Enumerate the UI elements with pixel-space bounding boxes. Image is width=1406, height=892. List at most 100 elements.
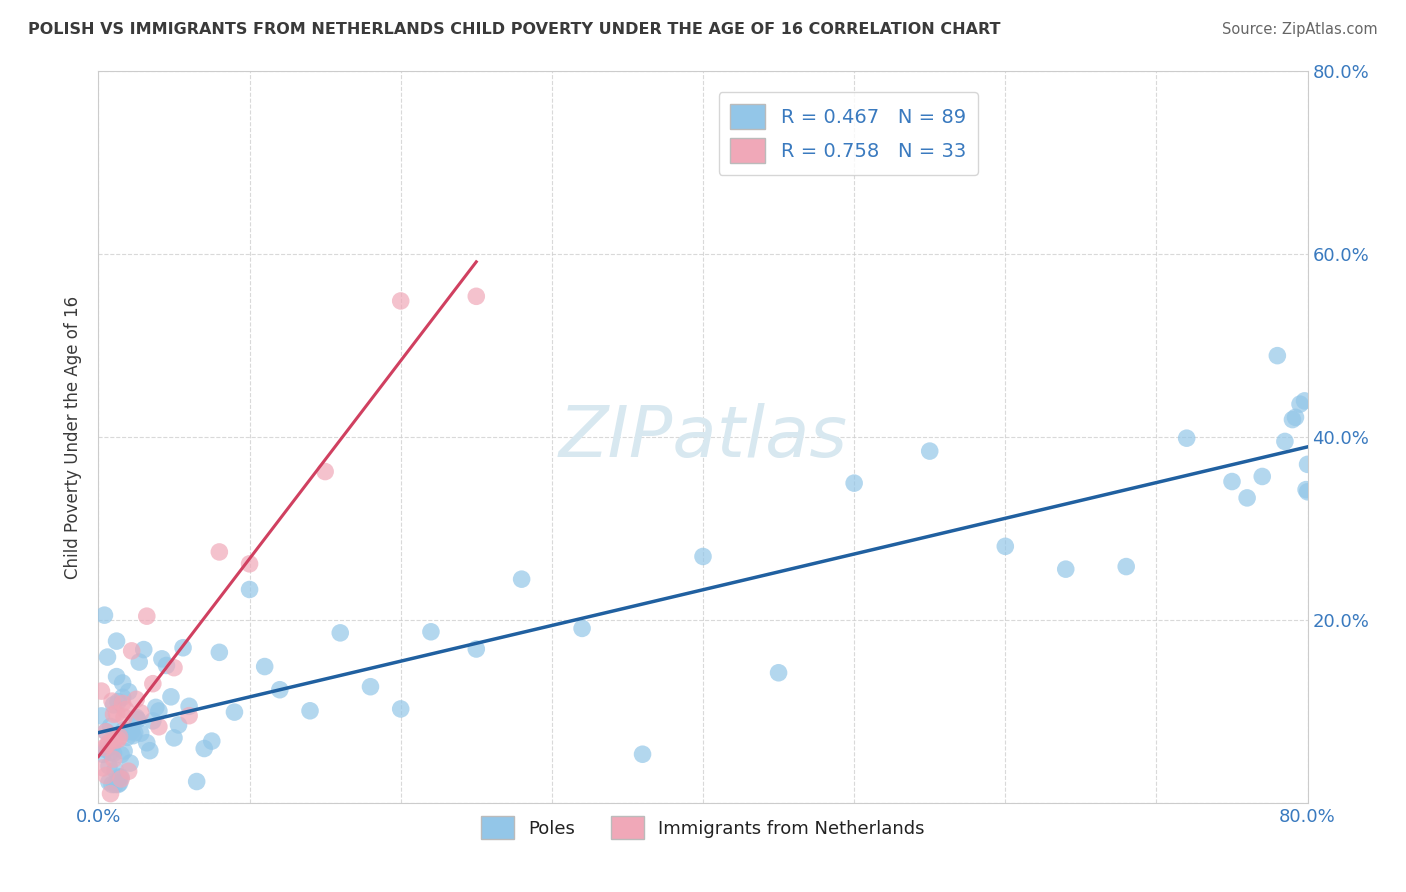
Point [128,655,150,669]
Point [1294,393,1316,408]
Point [172,640,194,655]
Point [389,702,412,716]
Point [571,621,593,635]
Point [692,549,714,564]
Point [1236,491,1258,505]
Point [98,759,121,773]
Point [110,772,132,786]
Point [94,768,117,782]
Point [121,724,143,739]
Point [163,731,186,745]
Point [179,699,201,714]
Point [105,670,128,684]
Point [114,702,136,716]
Point [90,709,112,723]
Point [360,680,382,694]
Point [127,713,149,727]
Point [107,695,129,709]
Point [118,764,141,779]
Point [93,608,115,623]
Point [1115,559,1137,574]
Point [269,682,291,697]
Point [135,609,157,624]
Point [142,714,165,728]
Point [101,694,124,708]
Point [101,778,124,792]
Point [101,739,124,753]
Point [1251,469,1274,483]
Point [94,724,117,739]
Point [150,652,173,666]
Point [104,733,127,747]
Point [125,692,148,706]
Point [112,744,135,758]
Point [111,690,134,705]
Point [100,746,122,760]
Point [163,661,186,675]
Point [100,787,122,801]
Point [90,684,112,698]
Point [96,738,118,752]
Point [148,720,170,734]
Point [110,770,132,784]
Point [239,582,262,597]
Point [142,676,165,690]
Y-axis label: Child Poverty Under the Age of 16: Child Poverty Under the Age of 16 [65,295,83,579]
Point [167,718,190,732]
Point [465,642,488,657]
Point [179,708,201,723]
Point [120,756,142,770]
Point [111,697,134,711]
Point [145,700,167,714]
Point [104,778,127,792]
Point [224,705,246,719]
Point [91,747,114,762]
Point [94,742,117,756]
Point [103,752,125,766]
Point [105,706,128,721]
Point [108,770,131,784]
Point [105,634,128,648]
Point [93,740,115,755]
Point [107,778,129,792]
Point [111,676,134,690]
Point [1274,434,1296,449]
Point [132,642,155,657]
Point [115,731,138,745]
Point [135,736,157,750]
Point [122,729,145,743]
Point [465,289,488,303]
Point [1295,483,1317,497]
Point [129,706,152,720]
Point [918,444,941,458]
Legend: Poles, Immigrants from Netherlands: Poles, Immigrants from Netherlands [474,809,932,847]
Point [112,710,135,724]
Point [1296,458,1319,472]
Point [201,734,224,748]
Point [124,726,146,740]
Point [420,624,443,639]
Point [110,747,132,762]
Point [994,539,1017,553]
Point [186,774,208,789]
Point [314,465,336,479]
Point [239,557,262,571]
Point [91,761,114,775]
Point [94,724,117,739]
Point [253,659,276,673]
Point [98,735,121,749]
Point [1054,562,1077,576]
Point [1289,397,1312,411]
Point [98,775,121,789]
Point [118,685,141,699]
Point [631,747,654,762]
Point [103,746,125,760]
Point [108,730,131,744]
Point [104,763,127,777]
Point [103,707,125,722]
Point [103,698,125,712]
Point [108,776,131,790]
Point [208,545,231,559]
Point [129,726,152,740]
Point [389,293,412,308]
